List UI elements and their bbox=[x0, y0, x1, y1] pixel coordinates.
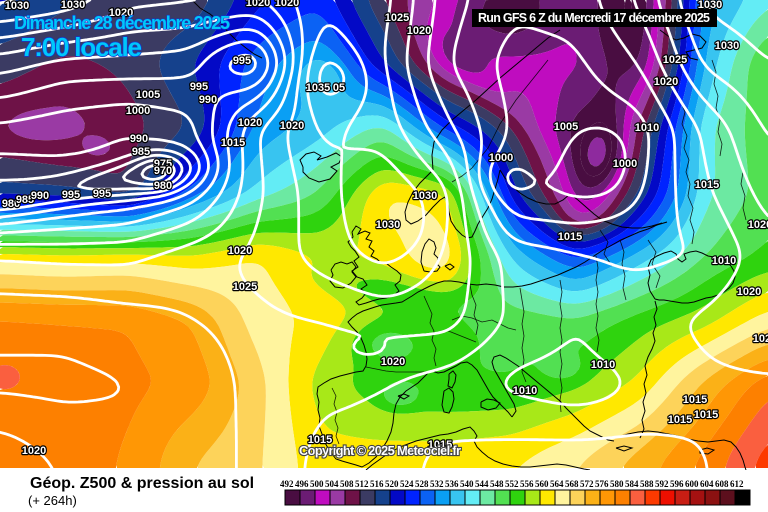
svg-text:980: 980 bbox=[2, 198, 20, 210]
svg-text:975: 975 bbox=[154, 158, 172, 170]
svg-text:1000: 1000 bbox=[613, 158, 637, 170]
svg-text:995: 995 bbox=[190, 81, 208, 93]
svg-text:1025: 1025 bbox=[385, 12, 409, 24]
svg-text:568: 568 bbox=[565, 479, 579, 489]
svg-text:532: 532 bbox=[430, 479, 444, 489]
svg-text:1020: 1020 bbox=[246, 0, 270, 9]
svg-text:496: 496 bbox=[295, 479, 309, 489]
svg-text:1015: 1015 bbox=[683, 394, 707, 406]
svg-text:1010: 1010 bbox=[591, 359, 615, 371]
svg-text:990: 990 bbox=[199, 94, 217, 106]
svg-text:7:00 locale: 7:00 locale bbox=[21, 32, 142, 62]
svg-text:05: 05 bbox=[333, 82, 345, 94]
svg-text:1015: 1015 bbox=[695, 179, 719, 191]
svg-text:1000: 1000 bbox=[489, 152, 513, 164]
svg-text:504: 504 bbox=[325, 479, 339, 489]
svg-text:516: 516 bbox=[370, 479, 384, 489]
svg-text:1015: 1015 bbox=[668, 414, 692, 426]
svg-text:1030: 1030 bbox=[376, 219, 400, 231]
svg-text:508: 508 bbox=[340, 479, 354, 489]
svg-text:492: 492 bbox=[280, 479, 294, 489]
svg-text:1025: 1025 bbox=[753, 333, 768, 345]
svg-text:1020: 1020 bbox=[228, 245, 252, 257]
svg-text:536: 536 bbox=[445, 479, 459, 489]
svg-text:1015: 1015 bbox=[558, 231, 582, 243]
svg-text:1020: 1020 bbox=[280, 120, 304, 132]
svg-text:995: 995 bbox=[233, 55, 251, 67]
svg-text:(+ 264h): (+ 264h) bbox=[28, 493, 77, 508]
svg-text:584: 584 bbox=[625, 479, 639, 489]
svg-text:600: 600 bbox=[685, 479, 699, 489]
svg-text:520: 520 bbox=[385, 479, 399, 489]
svg-text:1020: 1020 bbox=[238, 117, 262, 129]
svg-text:995: 995 bbox=[93, 188, 111, 200]
svg-text:995: 995 bbox=[62, 189, 80, 201]
svg-text:540: 540 bbox=[460, 479, 474, 489]
svg-text:990: 990 bbox=[130, 133, 148, 145]
svg-text:1030: 1030 bbox=[413, 190, 437, 202]
svg-text:556: 556 bbox=[520, 479, 534, 489]
svg-text:576: 576 bbox=[595, 479, 609, 489]
svg-text:592: 592 bbox=[655, 479, 669, 489]
svg-text:Dimanche 28 décembre 2025: Dimanche 28 décembre 2025 bbox=[14, 13, 230, 33]
svg-text:1015: 1015 bbox=[694, 409, 718, 421]
svg-text:580: 580 bbox=[610, 479, 624, 489]
svg-text:1015: 1015 bbox=[308, 434, 332, 446]
svg-text:1000: 1000 bbox=[126, 105, 150, 117]
svg-text:500: 500 bbox=[310, 479, 324, 489]
svg-text:564: 564 bbox=[550, 479, 564, 489]
svg-text:Copyright © 2025 Meteociel.fr: Copyright © 2025 Meteociel.fr bbox=[299, 443, 461, 458]
svg-text:512: 512 bbox=[355, 479, 369, 489]
svg-text:544: 544 bbox=[475, 479, 489, 489]
svg-text:612: 612 bbox=[730, 479, 744, 489]
svg-text:1020: 1020 bbox=[737, 286, 761, 298]
svg-text:552: 552 bbox=[505, 479, 519, 489]
svg-text:604: 604 bbox=[700, 479, 714, 489]
svg-text:1030: 1030 bbox=[715, 40, 739, 52]
svg-text:1020: 1020 bbox=[748, 219, 768, 231]
svg-text:548: 548 bbox=[490, 479, 504, 489]
svg-text:1020: 1020 bbox=[654, 76, 678, 88]
svg-text:Run GFS 6 Z du Mercredi 17 déc: Run GFS 6 Z du Mercredi 17 décembre 2025 bbox=[478, 11, 710, 25]
svg-text:970: 970 bbox=[154, 165, 172, 177]
svg-text:528: 528 bbox=[415, 479, 429, 489]
svg-text:1025: 1025 bbox=[233, 281, 257, 293]
svg-text:1030: 1030 bbox=[61, 0, 85, 11]
svg-text:1020: 1020 bbox=[22, 445, 46, 457]
svg-text:560: 560 bbox=[535, 479, 549, 489]
svg-text:1015: 1015 bbox=[428, 439, 452, 451]
svg-text:524: 524 bbox=[400, 479, 414, 489]
svg-text:Géop. Z500 & pression au sol: Géop. Z500 & pression au sol bbox=[30, 475, 254, 492]
svg-text:608: 608 bbox=[715, 479, 729, 489]
svg-text:1020: 1020 bbox=[109, 7, 133, 19]
svg-text:985: 985 bbox=[16, 194, 34, 206]
svg-text:1005: 1005 bbox=[554, 121, 578, 133]
svg-text:990: 990 bbox=[31, 190, 49, 202]
svg-text:1020: 1020 bbox=[407, 25, 431, 37]
svg-text:1035: 1035 bbox=[306, 82, 330, 94]
svg-text:1030: 1030 bbox=[5, 0, 29, 12]
svg-text:1010: 1010 bbox=[712, 255, 736, 267]
svg-text:1020: 1020 bbox=[381, 356, 405, 368]
svg-text:1025: 1025 bbox=[663, 54, 687, 66]
svg-text:1010: 1010 bbox=[513, 385, 537, 397]
svg-text:596: 596 bbox=[670, 479, 684, 489]
svg-text:572: 572 bbox=[580, 479, 594, 489]
svg-text:1010: 1010 bbox=[635, 122, 659, 134]
svg-text:980: 980 bbox=[154, 180, 172, 192]
svg-text:588: 588 bbox=[640, 479, 654, 489]
svg-text:1015: 1015 bbox=[221, 137, 245, 149]
svg-text:1005: 1005 bbox=[136, 89, 160, 101]
svg-text:1020: 1020 bbox=[275, 0, 299, 9]
svg-text:985: 985 bbox=[132, 146, 150, 158]
